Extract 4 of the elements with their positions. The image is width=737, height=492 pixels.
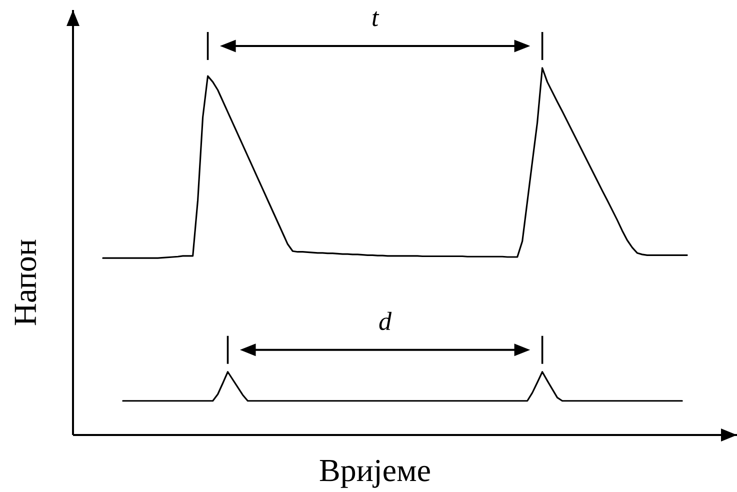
- y-axis-title: Напон: [14, 240, 36, 326]
- annotation: d: [379, 312, 392, 330]
- x-axis-title: Вријеме: [320, 460, 430, 488]
- text: t: [372, 11, 380, 26]
